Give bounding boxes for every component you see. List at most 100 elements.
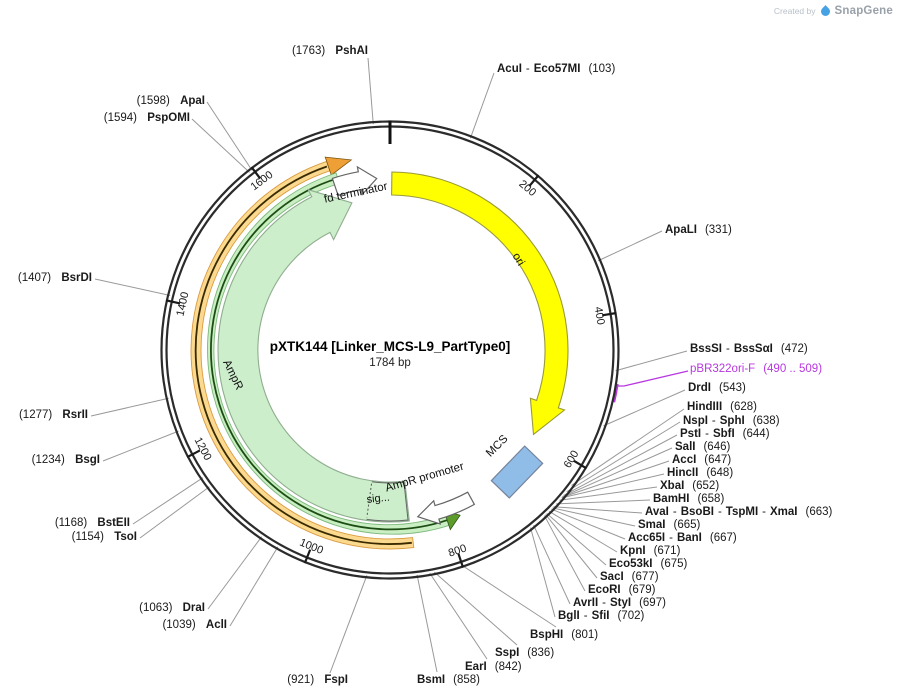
enzyme-name: ApaLI: [665, 224, 697, 236]
enzyme-label-SmaI[interactable]: SmaI (665): [638, 519, 700, 532]
enzyme-label-PshAI[interactable]: (1763) PshAI: [292, 45, 368, 58]
enzyme-label-XbaI[interactable]: XbaI (652): [660, 480, 719, 493]
enzyme-name: HindIII: [687, 401, 723, 413]
enzyme-position: (1598): [136, 95, 170, 107]
enzyme-name: BssSαI: [733, 343, 773, 355]
enzyme-name: HincII: [667, 467, 699, 479]
enzyme-name: BstEII: [97, 517, 130, 529]
enzyme-label-EcoRI[interactable]: EcoRI (679): [588, 584, 655, 597]
enzyme-position: (858): [453, 674, 480, 686]
enzyme-position: (675): [660, 558, 688, 570]
name-separator: -: [583, 610, 588, 622]
enzyme-label-BsmI[interactable]: BsmI (858): [417, 674, 480, 687]
enzyme-label-Eco53kI[interactable]: Eco53kI (675): [609, 558, 687, 571]
enzyme-label-BsrDI[interactable]: (1407) BsrDI: [18, 272, 92, 285]
enzyme-name: SspI: [495, 647, 520, 659]
enzyme-position: (646): [703, 441, 731, 453]
primer-pbr322ori-f[interactable]: [612, 370, 689, 403]
enzyme-position: (543): [719, 382, 746, 394]
enzyme-name: XbaI: [660, 480, 685, 492]
plasmid-title: pXTK144 [Linker_MCS-L9_PartType0]: [269, 339, 511, 354]
enzyme-position: (836): [527, 647, 555, 659]
enzyme-label-ApaI[interactable]: (1598) ApaI: [137, 95, 205, 108]
feature-label-signal-seq[interactable]: sig...: [366, 491, 391, 506]
enzyme-position: (490 .. 509): [763, 363, 823, 375]
name-separator: -: [762, 506, 767, 518]
mcs-box[interactable]: [490, 445, 544, 499]
ori-arrow[interactable]: [391, 171, 569, 436]
name-separator: -: [711, 415, 716, 427]
primer-label-pBR322ori-F[interactable]: pBR322ori-F (490 .. 509): [690, 363, 822, 376]
enzyme-label-BspHI[interactable]: BspHI (801): [530, 629, 598, 642]
enzyme-label-AvaI-BsoBI-TspMI-XmaI[interactable]: AvaI - BsoBI - TspMI - XmaI (663): [645, 506, 832, 519]
enzyme-label-AclI[interactable]: (1039) AclI: [162, 619, 227, 632]
orf-arc-orange[interactable]: [190, 156, 415, 550]
enzyme-name: TspMI: [725, 506, 759, 518]
enzyme-position: (1234): [31, 454, 65, 466]
ampr-promoter-arrow[interactable]: [416, 491, 476, 525]
enzyme-label-PstI-SbfI[interactable]: PstI - SbfI (644): [680, 428, 770, 441]
name-separator: -: [672, 506, 677, 518]
enzyme-label-HincII[interactable]: HincII (648): [667, 467, 733, 480]
enzyme-name: DrdI: [688, 382, 711, 394]
enzyme-label-EarI[interactable]: EarI (842): [465, 661, 522, 674]
signal-sequence-box[interactable]: [365, 481, 409, 522]
enzyme-name: EcoRI: [588, 584, 621, 596]
ampr-gene-arrow[interactable]: [217, 188, 410, 523]
enzyme-label-BamHI[interactable]: BamHI (658): [653, 493, 724, 506]
enzyme-name: AvaI: [645, 506, 669, 518]
enzyme-position: (663): [805, 506, 833, 518]
snapgene-droplet-icon: [818, 4, 832, 18]
enzyme-name: StyI: [609, 597, 632, 609]
enzyme-name: NspI: [683, 415, 708, 427]
enzyme-name: BsgI: [75, 454, 100, 466]
enzyme-name: DraI: [182, 602, 205, 614]
enzyme-label-SacI[interactable]: SacI (677): [600, 571, 659, 584]
enzyme-label-Acc65I-BanI[interactable]: Acc65I - BanI (667): [628, 532, 737, 545]
enzyme-label-NspI-SphI[interactable]: NspI - SphI (638): [683, 415, 780, 428]
enzyme-position: (667): [709, 532, 737, 544]
enzyme-label-SspI[interactable]: SspI (836): [495, 647, 554, 660]
enzyme-label-TsoI[interactable]: (1154) TsoI: [72, 531, 137, 544]
enzyme-name: SbfI: [712, 428, 735, 440]
enzyme-label-AcuI-Eco57MI[interactable]: AcuI - Eco57MI (103): [497, 63, 615, 76]
enzyme-label-BsgI[interactable]: (1234) BsgI: [32, 454, 100, 467]
enzyme-label-BssSI-BssSαI[interactable]: BssSI - BssSαI (472): [690, 343, 808, 356]
enzyme-label-FspI[interactable]: (921) FspI: [287, 674, 348, 687]
enzyme-label-HindIII[interactable]: HindIII (628): [687, 401, 757, 414]
enzyme-label-PspOMI[interactable]: (1594) PspOMI: [104, 112, 190, 125]
enzyme-label-RsrII[interactable]: (1277) RsrII: [19, 409, 88, 422]
enzyme-label-BstEII[interactable]: (1168) BstEII: [55, 517, 130, 530]
enzyme-label-AvrII-StyI[interactable]: AvrII - StyI (697): [573, 597, 666, 610]
enzyme-label-DrdI[interactable]: DrdI (543): [688, 382, 746, 395]
enzyme-position: (647): [704, 454, 732, 466]
enzyme-position: (665): [673, 519, 701, 531]
enzyme-position: (842): [494, 661, 522, 673]
enzyme-label-ApaLI[interactable]: ApaLI (331): [665, 224, 732, 237]
snapgene-brand: SnapGene: [834, 5, 893, 17]
enzyme-label-AccI[interactable]: AccI (647): [672, 454, 731, 467]
credit-prefix: Created by: [773, 6, 816, 16]
enzyme-label-BglI-SfiI[interactable]: BglI - SfiI (702): [558, 610, 644, 623]
enzyme-name: ApaI: [180, 95, 205, 107]
enzyme-name: Acc65I: [628, 532, 666, 544]
fd-terminator-arrow[interactable]: [331, 165, 378, 197]
enzyme-name: BglI: [558, 610, 580, 622]
tick-label-1400: 1400: [174, 291, 191, 318]
enzyme-position: (671): [653, 545, 681, 557]
enzyme-position: (1594): [103, 112, 137, 124]
enzyme-position: (648): [706, 467, 734, 479]
enzyme-name: AccI: [672, 454, 697, 466]
enzyme-position: (1277): [18, 409, 53, 421]
enzyme-name: AclI: [205, 619, 227, 631]
enzyme-label-SalI[interactable]: SalI (646): [675, 441, 730, 454]
name-separator: -: [525, 63, 530, 75]
enzyme-label-KpnI[interactable]: KpnI (671): [620, 545, 680, 558]
enzyme-name: RsrII: [62, 409, 88, 421]
leader-lines: [90, 57, 688, 674]
name-separator: -: [669, 532, 673, 544]
enzyme-position: (628): [730, 401, 757, 413]
enzyme-label-DraI[interactable]: (1063) DraI: [139, 602, 205, 615]
